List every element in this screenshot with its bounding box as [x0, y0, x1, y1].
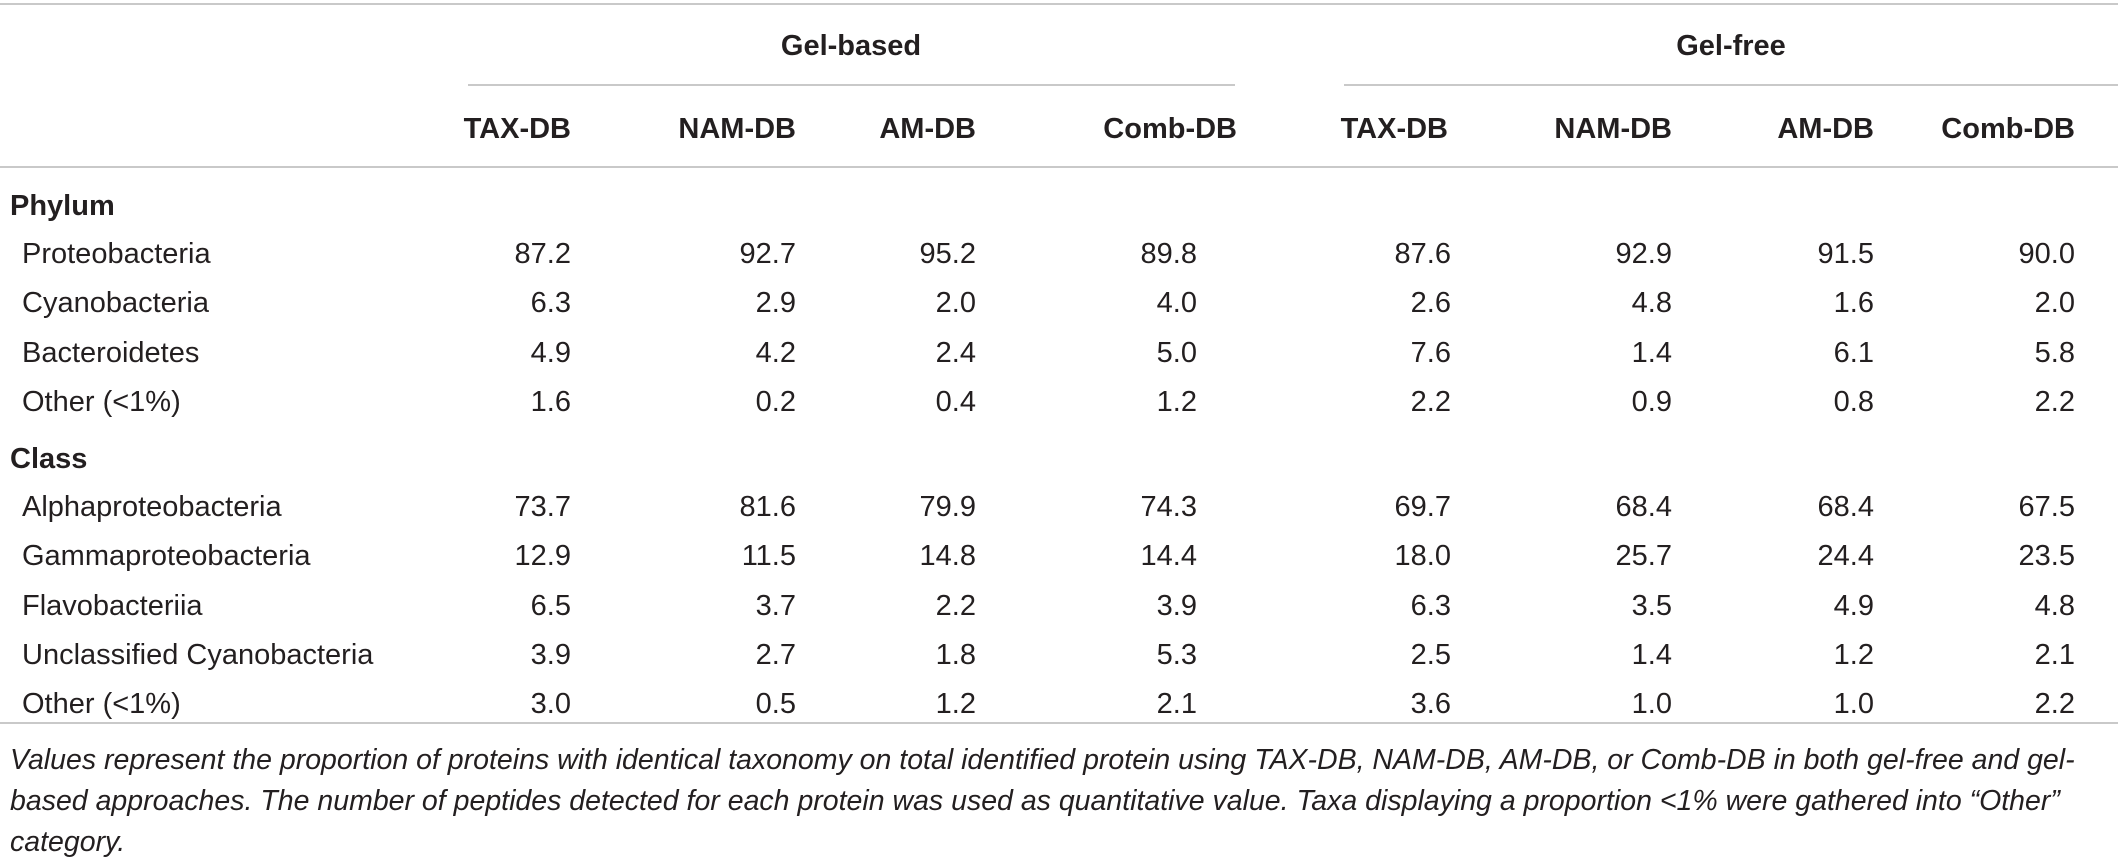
column-header-nam-db-gel-based: NAM-DB	[678, 113, 796, 145]
table-cell: 95.2	[919, 238, 976, 270]
table-cell: 1.4	[1631, 638, 1672, 671]
table-cell: 0.5	[755, 688, 796, 721]
table-cell: 2.2	[2034, 385, 2075, 418]
table-cell: 14.8	[919, 540, 976, 573]
column-header-am-db-gel-free: AM-DB	[1777, 113, 1874, 145]
table-cell: 1.4	[1631, 336, 1672, 369]
table-cell: 3.5	[1631, 589, 1672, 622]
row-label: Cyanobacteria	[22, 287, 209, 320]
table-cell: 3.6	[1410, 688, 1451, 721]
table-cell: 4.8	[2034, 589, 2075, 622]
table-cell: 4.0	[1156, 287, 1197, 320]
table-cell: 68.4	[1615, 491, 1672, 523]
table-cell: 2.1	[1156, 688, 1197, 721]
table-cell: 18.0	[1394, 540, 1451, 573]
table-cell: 67.5	[2018, 491, 2075, 523]
table-cell: 2.2	[935, 589, 976, 622]
table-cell: 2.7	[755, 638, 796, 671]
table-top-rule	[0, 3, 2118, 5]
table-cell: 69.7	[1394, 491, 1451, 523]
table-cell: 6.1	[1833, 336, 1874, 369]
table-cell: 11.5	[741, 540, 796, 573]
gel-free-group-rule	[1344, 84, 2118, 86]
table-cell: 87.6	[1394, 238, 1451, 270]
table-cell: 4.9	[530, 336, 571, 369]
table-cell: 3.9	[530, 638, 571, 671]
row-label: Bacteroidetes	[22, 336, 200, 369]
table-cell: 0.8	[1833, 385, 1874, 418]
column-header-tax-db-gel-based: TAX-DB	[463, 113, 571, 145]
table-cell: 6.5	[530, 589, 571, 622]
table-cell: 92.7	[739, 238, 796, 270]
table-cell: 92.9	[1615, 238, 1672, 270]
table-caption: Values represent the proportion of prote…	[10, 744, 2075, 858]
row-label: Other (<1%)	[22, 688, 181, 721]
column-header-tax-db-gel-free: TAX-DB	[1340, 113, 1448, 145]
row-label: Proteobacteria	[22, 238, 211, 270]
table-cell: 87.2	[514, 238, 571, 270]
row-label: Other (<1%)	[22, 385, 181, 418]
table-cell: 2.2	[1410, 385, 1451, 418]
table-cell: 25.7	[1615, 540, 1672, 573]
table-cell: 6.3	[1410, 589, 1451, 622]
table-cell: 1.6	[1833, 287, 1874, 320]
table-cell: 2.4	[935, 336, 976, 369]
table-cell: 2.0	[2034, 287, 2075, 320]
table-cell: 4.2	[755, 336, 796, 369]
table-cell: 7.6	[1410, 336, 1451, 369]
row-label: Alphaproteobacteria	[22, 491, 282, 523]
table-cell: 1.2	[935, 688, 976, 721]
row-label: Flavobacteriia	[22, 589, 203, 622]
table-cell: 2.5	[1410, 638, 1451, 671]
table-cell: 5.3	[1156, 638, 1197, 671]
table-cell: 0.4	[935, 385, 976, 418]
table-cell: 0.2	[755, 385, 796, 418]
table-cell: 2.2	[2034, 688, 2075, 721]
table-cell: 2.9	[755, 287, 796, 320]
table-cell: 0.9	[1631, 385, 1672, 418]
table-cell: 91.5	[1817, 238, 1874, 270]
table-cell: 90.0	[2018, 238, 2075, 270]
table-cell: 1.2	[1833, 638, 1874, 671]
column-header-nam-db-gel-free: NAM-DB	[1554, 113, 1672, 145]
table-cell: 2.0	[935, 287, 976, 320]
table-cell: 73.7	[514, 491, 571, 523]
column-header-comb-db-gel-free: Comb-DB	[1941, 113, 2075, 145]
table-cell: 5.8	[2034, 336, 2075, 369]
table-cell: 4.9	[1833, 589, 1874, 622]
gel-based-group-rule	[468, 84, 1235, 86]
table-cell: 68.4	[1817, 491, 1874, 523]
table-cell: 6.3	[530, 287, 571, 320]
row-label: Gammaproteobacteria	[22, 540, 311, 573]
table-cell: 4.8	[1631, 287, 1672, 320]
table-cell: 3.0	[530, 688, 571, 721]
table-cell: 1.0	[1631, 688, 1672, 721]
table-cell: 2.6	[1410, 287, 1451, 320]
header-bottom-rule	[0, 166, 2118, 168]
table-cell: 24.4	[1817, 540, 1874, 573]
table-cell: 12.9	[514, 540, 571, 573]
table-cell: 23.5	[2018, 540, 2075, 573]
table-cell: 89.8	[1140, 238, 1197, 270]
column-header-comb-db-gel-based: Comb-DB	[1103, 113, 1237, 145]
table-cell: 79.9	[919, 491, 976, 523]
table-cell: 1.0	[1833, 688, 1874, 721]
section-heading-class: Class	[10, 443, 88, 475]
table-cell: 74.3	[1140, 491, 1197, 523]
table-bottom-rule	[0, 722, 2118, 724]
table-cell: 5.0	[1156, 336, 1197, 369]
group-header-gel-based: Gel-based	[780, 30, 922, 62]
table-cell: 3.7	[755, 589, 796, 622]
column-header-am-db-gel-based: AM-DB	[879, 113, 976, 145]
table-cell: 1.2	[1156, 385, 1197, 418]
group-header-gel-free: Gel-free	[1676, 30, 1786, 62]
row-label: Unclassified Cyanobacteria	[22, 638, 374, 671]
table-cell: 1.6	[530, 385, 571, 418]
table-cell: 2.1	[2034, 638, 2075, 671]
table-cell: 14.4	[1140, 540, 1197, 573]
section-heading-phylum: Phylum	[10, 190, 115, 222]
table-cell: 1.8	[935, 638, 976, 671]
table-cell: 3.9	[1156, 589, 1197, 622]
table-cell: 81.6	[739, 491, 796, 523]
